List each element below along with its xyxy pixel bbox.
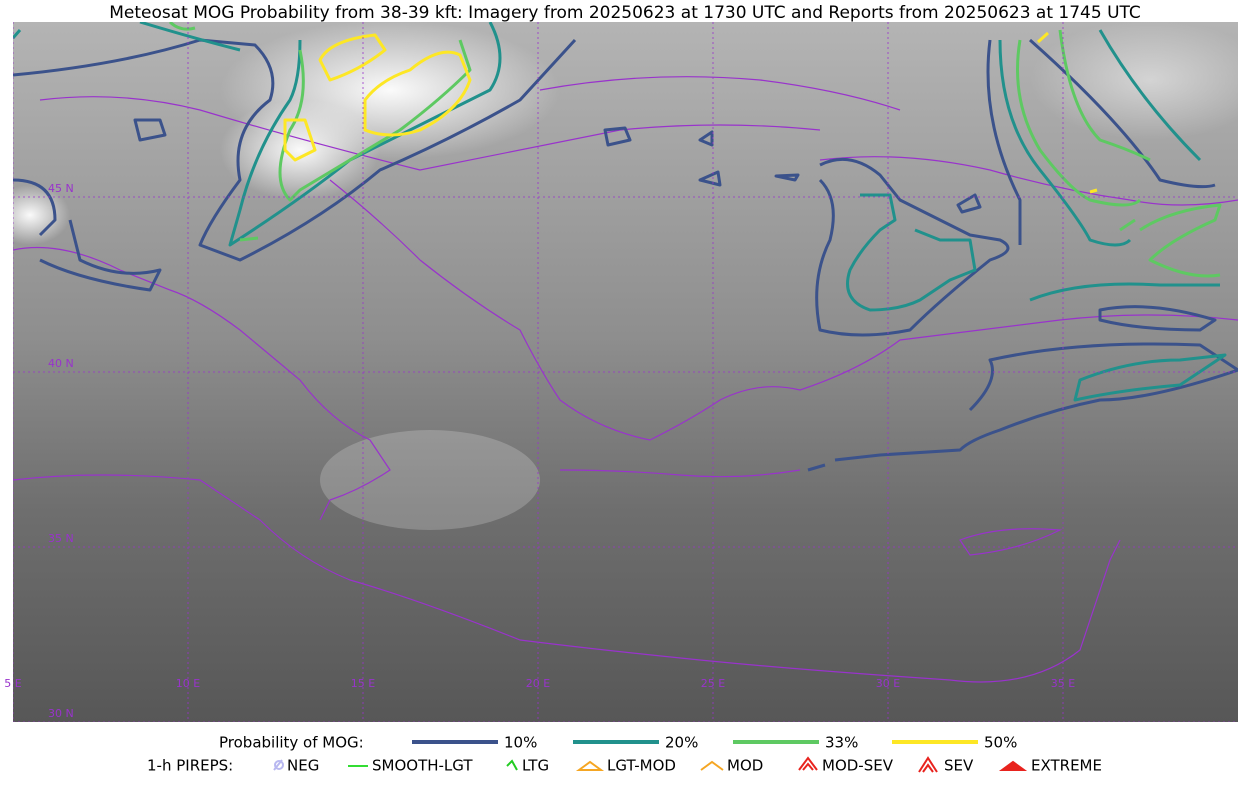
pirep-icon [798, 756, 818, 771]
legend-label: EXTREME [1031, 757, 1102, 775]
map: 45 N 40 N 35 N 30 N [13, 22, 1238, 722]
longitude-label: 5 E [4, 677, 21, 690]
legend: Probability of MOG: 10% 20% 33% 50% 1-h PIREP… [147, 734, 1102, 775]
contours [13, 22, 1238, 472]
pirep-icon [918, 756, 938, 773]
pirep-icon [273, 759, 285, 771]
pirep-icon [575, 760, 605, 771]
legend-label: LGT-MOD [607, 757, 676, 775]
latitude-label: 45 N [48, 182, 74, 195]
legend-label: LTG [522, 757, 549, 775]
longitude-label: 25 E [701, 677, 725, 690]
legend-label: 10% [504, 734, 537, 752]
legend-label: MOD-SEV [822, 757, 894, 775]
longitude-label: 10 E [176, 677, 200, 690]
latitude-label: 40 N [48, 357, 74, 370]
legend-label: SMOOTH-LGT [372, 757, 473, 775]
cloud [320, 430, 540, 530]
latitude-label: 35 N [48, 532, 74, 545]
legend-heading: 1-h PIREPS: [147, 757, 233, 775]
longitude-label: 15 E [351, 677, 375, 690]
legend-label: 20% [665, 734, 698, 752]
legend-label: SEV [944, 757, 974, 775]
longitude-label: 35 E [1051, 677, 1075, 690]
cloud [220, 100, 380, 200]
legend-label: 50% [984, 734, 1017, 752]
longitude-label: 30 E [876, 677, 900, 690]
legend-label: 33% [825, 734, 858, 752]
legend-heading: Probability of MOG: [219, 734, 364, 752]
legend-label: NEG [287, 757, 319, 775]
pirep-icon [998, 760, 1028, 771]
cloud [13, 185, 70, 245]
pirep-icon [506, 759, 518, 771]
latitude-label: 30 N [48, 707, 74, 720]
coastlines [13, 76, 1238, 683]
graticule: 45 N 40 N 35 N 30 N [13, 22, 1238, 722]
pirep-icon [700, 760, 724, 771]
longitude-label: 20 E [526, 677, 550, 690]
legend-label: MOD [727, 757, 763, 775]
title: Meteosat MOG Probability from 38-39 kft:… [109, 3, 1141, 23]
